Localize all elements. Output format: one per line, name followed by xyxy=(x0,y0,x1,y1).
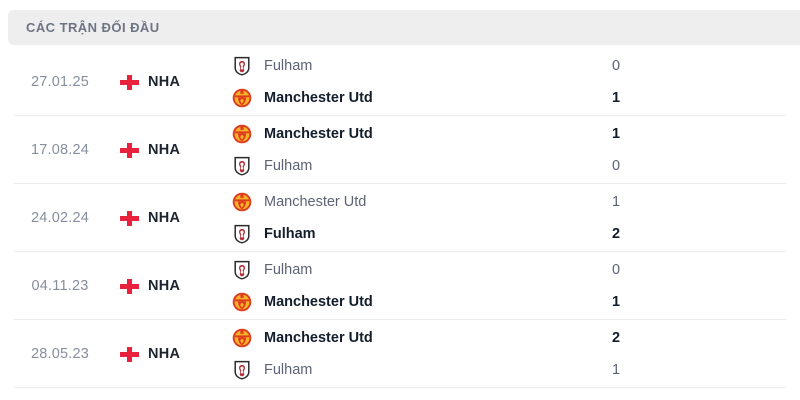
teams-cell: Manchester Utd 1 Fulham 2 xyxy=(225,192,800,244)
match-date: 17.08.24 xyxy=(30,142,90,158)
team-crest xyxy=(232,260,252,280)
team-name: Manchester Utd xyxy=(264,294,373,310)
competition-label: NHA xyxy=(148,346,181,362)
competition-label: NHA xyxy=(148,142,181,158)
team-crest xyxy=(232,360,252,380)
fulham-crest-icon xyxy=(234,260,250,280)
team-score: 2 xyxy=(612,330,621,346)
competition-cell: NHA xyxy=(120,278,225,294)
team-name: Manchester Utd xyxy=(264,126,373,142)
match-row[interactable]: 27.01.25 NHA Fulham 0 Manchester Utd 1 xyxy=(0,48,800,116)
match-date: 28.05.23 xyxy=(30,346,90,362)
team-crest xyxy=(232,156,252,176)
team-name: Fulham xyxy=(264,262,313,278)
competition-cell: NHA xyxy=(120,346,225,362)
competition-label: NHA xyxy=(148,74,181,90)
team-score: 2 xyxy=(612,226,621,242)
team-crest xyxy=(232,328,252,348)
page-title: CÁC TRẬN ĐỐI ĐẦU xyxy=(26,20,160,35)
teams-cell: Manchester Utd 2 Fulham 1 xyxy=(225,328,800,380)
team-row-away[interactable]: Manchester Utd 1 xyxy=(232,88,800,108)
manchester-united-crest-icon xyxy=(232,192,252,212)
match-date: 24.02.24 xyxy=(30,210,90,226)
manchester-united-crest-icon xyxy=(232,292,252,312)
team-row-home[interactable]: Manchester Utd 1 xyxy=(232,124,800,144)
team-row-home[interactable]: Fulham 0 xyxy=(232,56,800,76)
team-name: Fulham xyxy=(264,362,313,378)
team-crest xyxy=(232,192,252,212)
team-row-away[interactable]: Fulham 2 xyxy=(232,224,800,244)
competition-cell: NHA xyxy=(120,210,225,226)
team-row-home[interactable]: Fulham 0 xyxy=(232,260,800,280)
england-flag-icon xyxy=(120,346,139,362)
team-row-away[interactable]: Fulham 1 xyxy=(232,360,800,380)
manchester-united-crest-icon xyxy=(232,88,252,108)
team-row-away[interactable]: Manchester Utd 1 xyxy=(232,292,800,312)
fulham-crest-icon xyxy=(234,56,250,76)
team-score: 1 xyxy=(612,294,621,310)
team-name: Manchester Utd xyxy=(264,330,373,346)
match-date: 27.01.25 xyxy=(30,74,90,90)
match-row[interactable]: 28.05.23 NHA Manchester Utd 2 Fulham 1 xyxy=(0,320,800,388)
teams-cell: Fulham 0 Manchester Utd 1 xyxy=(225,56,800,108)
team-score: 1 xyxy=(612,362,621,378)
fulham-crest-icon xyxy=(234,156,250,176)
team-score: 1 xyxy=(612,126,621,142)
teams-cell: Fulham 0 Manchester Utd 1 xyxy=(225,260,800,312)
team-row-home[interactable]: Manchester Utd 2 xyxy=(232,328,800,348)
competition-label: NHA xyxy=(148,210,181,226)
section-header: CÁC TRẬN ĐỐI ĐẦU xyxy=(8,10,800,45)
england-flag-icon xyxy=(120,74,139,90)
match-row[interactable]: 17.08.24 NHA Manchester Utd 1 Fulham 0 xyxy=(0,116,800,184)
manchester-united-crest-icon xyxy=(232,328,252,348)
team-name: Fulham xyxy=(264,158,313,174)
team-crest xyxy=(232,224,252,244)
team-crest xyxy=(232,88,252,108)
team-name: Manchester Utd xyxy=(264,90,373,106)
match-list: 27.01.25 NHA Fulham 0 Manchester Utd 1 17.08.2… xyxy=(0,48,800,388)
team-name: Fulham xyxy=(264,58,313,74)
competition-cell: NHA xyxy=(120,74,225,90)
england-flag-icon xyxy=(120,278,139,294)
team-crest xyxy=(232,56,252,76)
competition-label: NHA xyxy=(148,278,181,294)
fulham-crest-icon xyxy=(234,360,250,380)
team-score: 0 xyxy=(612,262,621,278)
teams-cell: Manchester Utd 1 Fulham 0 xyxy=(225,124,800,176)
match-row[interactable]: 04.11.23 NHA Fulham 0 Manchester Utd 1 xyxy=(0,252,800,320)
team-score: 1 xyxy=(612,90,621,106)
team-score: 1 xyxy=(612,194,621,210)
team-crest xyxy=(232,124,252,144)
england-flag-icon xyxy=(120,142,139,158)
match-row[interactable]: 24.02.24 NHA Manchester Utd 1 Fulham 2 xyxy=(0,184,800,252)
team-score: 0 xyxy=(612,58,621,74)
team-row-away[interactable]: Fulham 0 xyxy=(232,156,800,176)
manchester-united-crest-icon xyxy=(232,124,252,144)
team-name: Fulham xyxy=(264,226,316,242)
team-row-home[interactable]: Manchester Utd 1 xyxy=(232,192,800,212)
team-name: Manchester Utd xyxy=(264,194,367,210)
team-score: 0 xyxy=(612,158,621,174)
match-date: 04.11.23 xyxy=(31,278,89,294)
england-flag-icon xyxy=(120,210,139,226)
team-crest xyxy=(232,292,252,312)
fulham-crest-icon xyxy=(234,224,250,244)
competition-cell: NHA xyxy=(120,142,225,158)
